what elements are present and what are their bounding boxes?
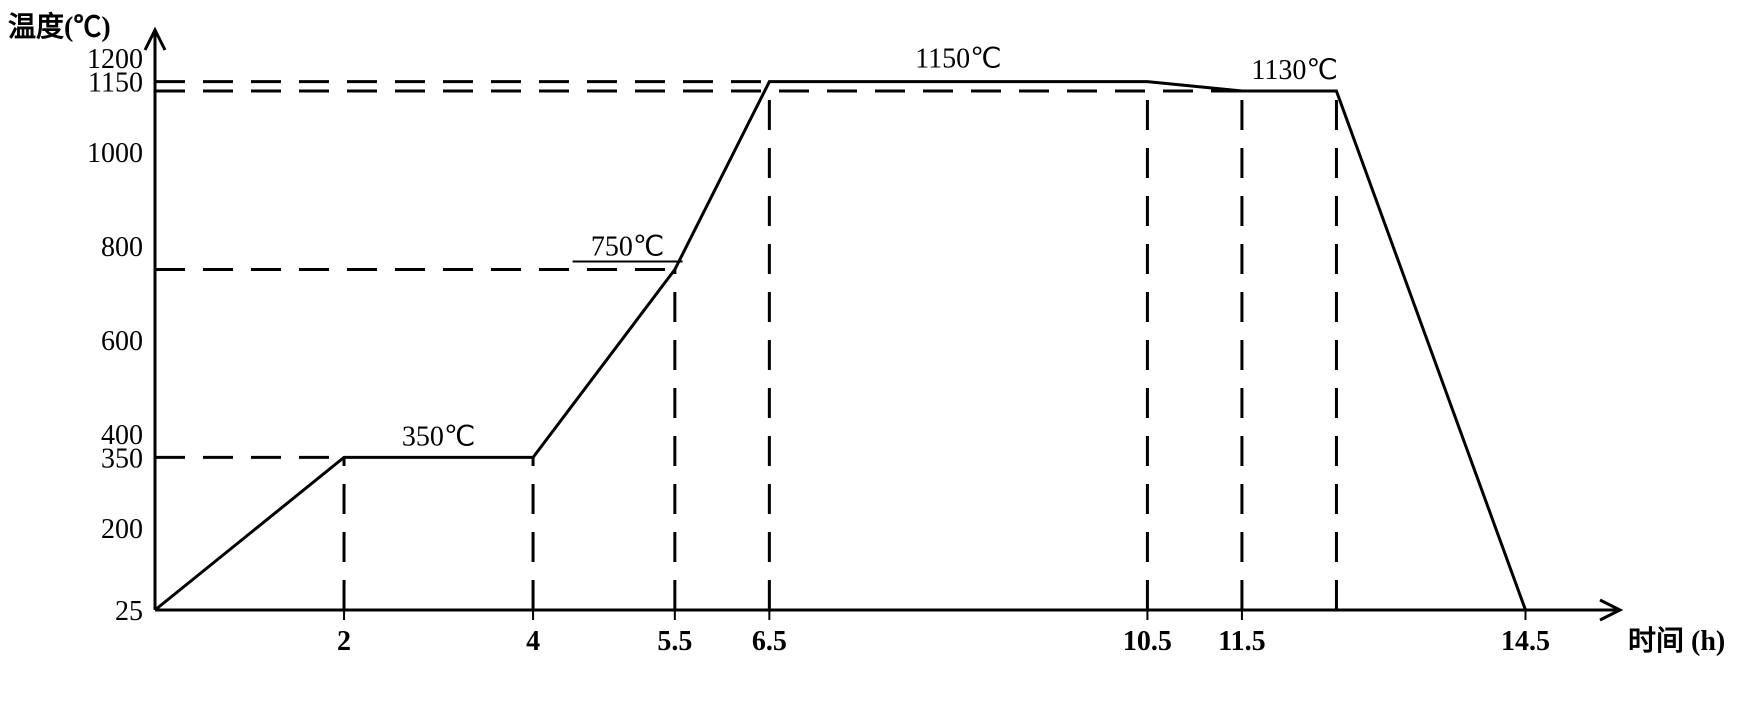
annotation-750c: 750℃ — [591, 232, 664, 263]
y-tick-label: 600 — [101, 326, 143, 357]
temperature-time-chart: 25200350400600800100011501200 245.56.510… — [0, 0, 1737, 704]
annotation-350c: 350℃ — [402, 421, 475, 452]
annotation-1150c: 1150℃ — [915, 44, 1001, 75]
x-tick-label: 5.5 — [657, 626, 692, 657]
x-tick-label: 6.5 — [752, 626, 787, 657]
x-tick-label: 2 — [337, 626, 351, 657]
horizontal-guides — [155, 82, 1242, 458]
y-tick-label: 800 — [101, 232, 143, 263]
x-axis-ticks: 2 4 5.5 6.5 10.5 11.5 14.5 — [337, 610, 1550, 657]
vertical-guides — [344, 82, 1336, 610]
y-tick-label: 1200 — [87, 44, 143, 75]
annotation-1130c: 1130℃ — [1251, 55, 1337, 86]
x-tick-label: 4 — [526, 626, 540, 657]
y-tick-label: 25 — [115, 596, 143, 627]
y-axis-title: 温度(℃) — [8, 11, 111, 43]
y-tick-label: 200 — [101, 514, 143, 545]
x-axis-title: 时间 (h) — [1628, 625, 1725, 657]
y-tick-label: 400 — [101, 420, 143, 451]
y-axis-ticks: 25200350400600800100011501200 — [87, 44, 143, 627]
x-tick-label: 14.5 — [1501, 626, 1550, 657]
x-tick-label: 11.5 — [1218, 626, 1265, 657]
y-tick-label: 1000 — [87, 138, 143, 169]
temperature-profile-line — [155, 82, 1525, 610]
x-tick-label: 10.5 — [1123, 626, 1172, 657]
